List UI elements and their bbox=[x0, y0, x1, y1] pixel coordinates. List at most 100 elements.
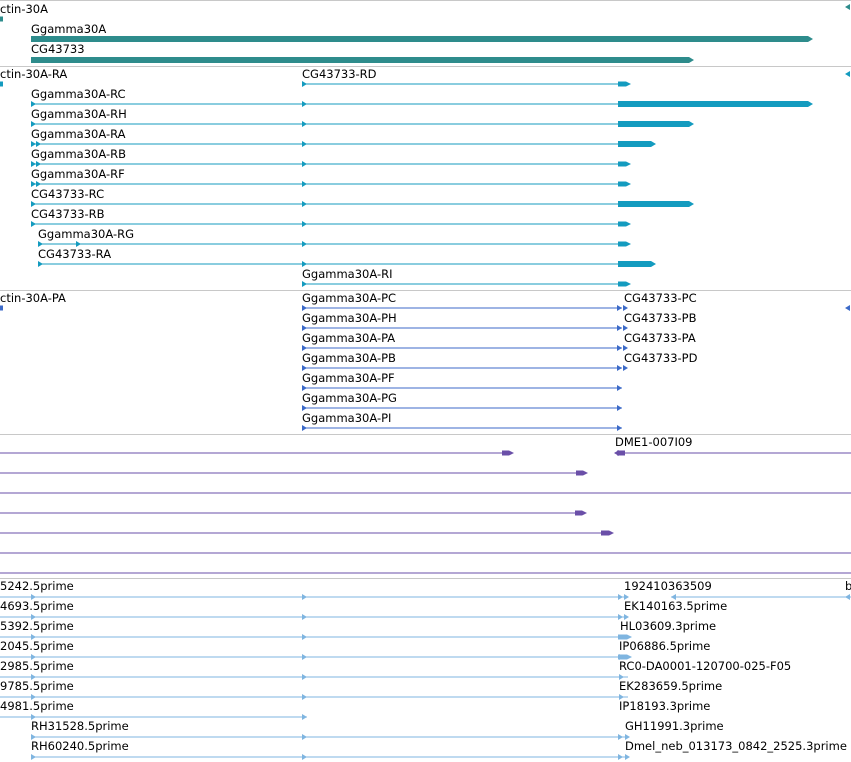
est-glyph[interactable] bbox=[31, 614, 36, 620]
transcript-glyph[interactable] bbox=[302, 241, 307, 247]
protein-glyph[interactable] bbox=[617, 325, 622, 331]
transcript-label[interactable]: Ggamma30A-RH bbox=[31, 107, 127, 121]
transcript-glyph[interactable] bbox=[618, 281, 631, 287]
protein-glyph[interactable] bbox=[302, 405, 307, 411]
transcript-glyph[interactable] bbox=[845, 71, 850, 77]
clone-glyph[interactable] bbox=[576, 470, 588, 476]
transcript-label[interactable]: CG43733-RC bbox=[31, 187, 105, 201]
est-glyph[interactable] bbox=[31, 754, 36, 760]
protein-glyph[interactable] bbox=[623, 365, 628, 371]
gene-label[interactable]: CG43733 bbox=[31, 42, 85, 56]
est-label[interactable]: IP06886.5prime bbox=[619, 639, 711, 653]
transcript-glyph[interactable] bbox=[618, 121, 694, 127]
est-glyph[interactable] bbox=[302, 674, 307, 680]
est-label[interactable]: EK283659.5prime bbox=[619, 679, 723, 693]
gene-glyph[interactable] bbox=[845, 4, 850, 10]
transcript-glyph[interactable] bbox=[302, 121, 307, 127]
est-glyph[interactable] bbox=[31, 694, 36, 700]
est-label[interactable]: 2985.5prime bbox=[0, 659, 74, 673]
est-glyph[interactable] bbox=[31, 714, 36, 720]
transcript-glyph[interactable] bbox=[31, 181, 36, 187]
est-glyph[interactable] bbox=[302, 734, 307, 740]
transcript-glyph[interactable] bbox=[31, 121, 36, 127]
transcript-glyph[interactable] bbox=[31, 161, 36, 167]
transcript-glyph[interactable] bbox=[302, 161, 307, 167]
gene-label[interactable]: Ggamma30A bbox=[31, 22, 107, 36]
est-glyph[interactable] bbox=[302, 754, 307, 760]
transcript-glyph[interactable] bbox=[302, 101, 307, 107]
est-glyph[interactable] bbox=[618, 614, 623, 620]
transcript-glyph[interactable] bbox=[36, 141, 41, 147]
transcript-glyph[interactable] bbox=[618, 241, 631, 247]
protein-label[interactable]: Ggamma30A-PF bbox=[302, 371, 395, 385]
transcript-glyph[interactable] bbox=[0, 81, 3, 87]
protein-glyph[interactable] bbox=[617, 425, 622, 431]
clone-glyph[interactable] bbox=[601, 530, 614, 536]
transcript-label[interactable]: Ggamma30A-RA bbox=[31, 127, 126, 141]
gene-label[interactable]: ctin-30A bbox=[0, 2, 48, 16]
transcript-glyph[interactable] bbox=[302, 81, 307, 87]
protein-glyph[interactable] bbox=[623, 305, 628, 311]
est-label[interactable]: 2045.5prime bbox=[0, 639, 74, 653]
transcript-glyph[interactable] bbox=[31, 141, 36, 147]
est-glyph[interactable] bbox=[31, 654, 36, 660]
est-glyph[interactable] bbox=[302, 714, 307, 720]
est-glyph[interactable] bbox=[618, 654, 632, 660]
transcript-glyph[interactable] bbox=[31, 221, 36, 227]
clone-glyph[interactable] bbox=[502, 450, 514, 456]
protein-glyph[interactable] bbox=[623, 325, 628, 331]
gene-glyph[interactable] bbox=[31, 57, 694, 63]
est-glyph[interactable] bbox=[31, 594, 36, 600]
est-label[interactable]: 4981.5prime bbox=[0, 699, 74, 713]
protein-glyph[interactable] bbox=[617, 385, 622, 391]
transcript-label[interactable]: Ggamma30A-RI bbox=[302, 267, 393, 281]
protein-glyph[interactable] bbox=[617, 365, 622, 371]
est-label[interactable]: b bbox=[845, 579, 851, 593]
protein-label[interactable]: Ggamma30A-PC bbox=[302, 291, 397, 305]
protein-label[interactable]: Ggamma30A-PA bbox=[302, 331, 396, 345]
transcript-glyph[interactable] bbox=[36, 181, 41, 187]
est-label[interactable]: EK140163.5prime bbox=[624, 599, 728, 613]
est-glyph[interactable] bbox=[302, 694, 307, 700]
transcript-glyph[interactable] bbox=[618, 161, 631, 167]
protein-glyph[interactable] bbox=[617, 345, 622, 351]
est-label[interactable]: HL03609.3prime bbox=[620, 619, 717, 633]
transcript-glyph[interactable] bbox=[76, 241, 81, 247]
est-glyph[interactable] bbox=[302, 614, 307, 620]
est-glyph[interactable] bbox=[302, 594, 307, 600]
protein-label[interactable]: Ggamma30A-PB bbox=[302, 351, 396, 365]
est-label[interactable]: RH60240.5prime bbox=[31, 739, 129, 753]
est-glyph[interactable] bbox=[302, 634, 307, 640]
clone-glyph[interactable] bbox=[575, 510, 587, 516]
transcript-label[interactable]: Ggamma30A-RG bbox=[38, 227, 135, 241]
transcript-glyph[interactable] bbox=[302, 141, 307, 147]
transcript-label[interactable]: CG43733-RD bbox=[302, 67, 377, 81]
transcript-glyph[interactable] bbox=[618, 81, 631, 87]
est-label[interactable]: GH11991.3prime bbox=[625, 719, 724, 733]
gene-glyph[interactable] bbox=[31, 36, 813, 42]
transcript-glyph[interactable] bbox=[302, 201, 307, 207]
est-glyph[interactable] bbox=[31, 674, 36, 680]
transcript-label[interactable]: Ggamma30A-RC bbox=[31, 87, 126, 101]
transcript-glyph[interactable] bbox=[38, 261, 43, 267]
est-glyph[interactable] bbox=[619, 694, 624, 700]
protein-label[interactable]: Ggamma30A-PH bbox=[302, 311, 397, 325]
protein-glyph[interactable] bbox=[623, 345, 628, 351]
transcript-label[interactable]: CG43733-RB bbox=[31, 207, 105, 221]
transcript-glyph[interactable] bbox=[36, 161, 41, 167]
est-glyph[interactable] bbox=[618, 594, 623, 600]
protein-glyph[interactable] bbox=[845, 305, 850, 311]
protein-glyph[interactable] bbox=[617, 405, 622, 411]
est-label[interactable]: RH31528.5prime bbox=[31, 719, 129, 733]
transcript-glyph[interactable] bbox=[618, 261, 656, 267]
transcript-glyph[interactable] bbox=[618, 221, 631, 227]
protein-glyph[interactable] bbox=[302, 305, 307, 311]
est-label[interactable]: RC0-DA0001-120700-025-F05 bbox=[619, 659, 792, 673]
est-label[interactable]: IP18193.3prime bbox=[619, 699, 711, 713]
protein-glyph[interactable] bbox=[0, 305, 3, 311]
est-glyph[interactable] bbox=[618, 754, 623, 760]
protein-glyph[interactable] bbox=[302, 365, 307, 371]
est-glyph[interactable] bbox=[625, 754, 630, 760]
protein-label[interactable]: Ggamma30A-PI bbox=[302, 411, 392, 425]
protein-label[interactable]: CG43733-PC bbox=[624, 291, 697, 305]
